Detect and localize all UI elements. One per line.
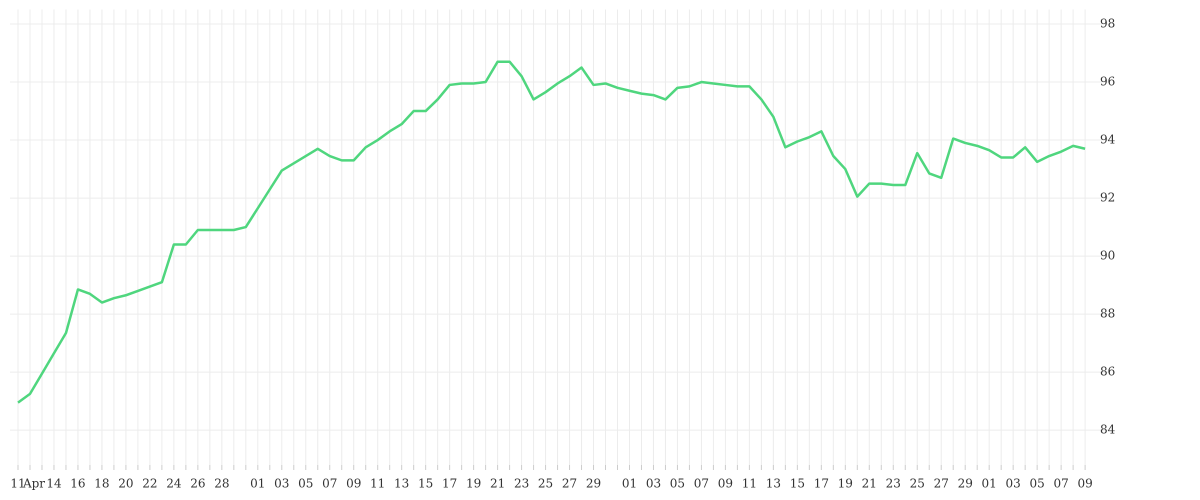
x-tick-label: 01: [250, 477, 265, 491]
x-tick-label: 01: [982, 477, 997, 491]
x-tick-label: 22: [142, 477, 157, 491]
line-series: [17, 60, 1086, 404]
y-tick-label: 98: [1100, 17, 1115, 31]
x-tick-label: 07: [322, 477, 337, 491]
x-tick-label: 18: [94, 477, 109, 491]
x-tick-label: 29: [958, 477, 973, 491]
x-tick-label: 19: [838, 477, 853, 491]
x-tick-label: 11: [742, 477, 757, 491]
x-tick-label: 25: [910, 477, 925, 491]
x-tick-label: 03: [1006, 477, 1021, 491]
x-tick-label: 07: [1053, 477, 1068, 491]
x-tick-label: 27: [934, 477, 949, 491]
x-tick-label: 09: [718, 477, 733, 491]
x-tick-label: 17: [442, 477, 457, 491]
y-tick-label: 92: [1100, 191, 1115, 205]
x-tick-label: 03: [274, 477, 289, 491]
x-tick-label: 25: [538, 477, 553, 491]
y-tick-label: 84: [1100, 423, 1116, 437]
y-tick-label: 96: [1100, 75, 1115, 89]
x-tick-label: 15: [790, 477, 805, 491]
x-tick-label: 23: [886, 477, 901, 491]
y-tick-label: 86: [1100, 365, 1115, 379]
x-tick-label: 28: [214, 477, 229, 491]
x-tick-label: 24: [166, 477, 182, 491]
x-tick-label: 09: [1077, 477, 1092, 491]
x-tick-label: 07: [694, 477, 709, 491]
x-tick-label: 11: [10, 477, 25, 491]
x-tick-label: 05: [1030, 477, 1045, 491]
x-tick-label: 29: [586, 477, 601, 491]
y-tick-label: 88: [1100, 307, 1115, 321]
x-tick-label: 03: [646, 477, 661, 491]
x-tick-label: 13: [394, 477, 409, 491]
x-tick-label: 16: [70, 477, 85, 491]
x-tick-label: 17: [814, 477, 829, 491]
x-tick-label: 26: [190, 477, 205, 491]
x-tick-label: 05: [670, 477, 685, 491]
x-tick-label: 23: [514, 477, 529, 491]
x-tick-label: Apr: [22, 477, 45, 491]
x-tick-label: 15: [418, 477, 433, 491]
x-tick-label: 27: [562, 477, 577, 491]
x-tick-label: 19: [466, 477, 481, 491]
x-tick-label: 21: [490, 477, 505, 491]
y-tick-label: 94: [1100, 133, 1116, 147]
x-tick-label: 21: [862, 477, 877, 491]
x-tick-label: 11: [370, 477, 385, 491]
x-tick-label: 01: [622, 477, 637, 491]
x-tick-label: 05: [298, 477, 313, 491]
x-tick-label: 13: [766, 477, 781, 491]
y-tick-label: 90: [1100, 249, 1115, 263]
x-tick-label: 20: [118, 477, 133, 491]
x-tick-label: 09: [346, 477, 361, 491]
x-tick-label: 14: [46, 477, 62, 491]
